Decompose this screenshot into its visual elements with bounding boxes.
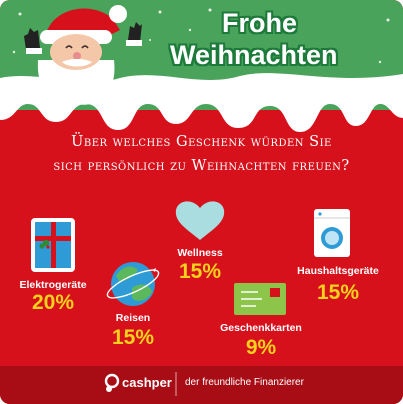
heart-icon [175,201,225,240]
question-line-1: Über welches Geschenk würden Sie [71,134,332,150]
globe-icon [106,262,160,306]
value-haushaltsgeraete: 15% [316,281,360,304]
santa-icon [24,5,142,105]
category-label-reisen: Reisen [115,312,151,324]
greeting-line-1: Frohe [222,8,298,38]
value-elektrogeraete: 20% [31,291,75,314]
footer-band [0,366,403,404]
category-label-geschenkkarten: Geschenkkarten [220,322,302,334]
footer-tagline: der freundliche Finanzierer [185,377,304,388]
greeting-line-2: Weihnachten [170,40,338,70]
category-label-wellness: Wellness [177,247,223,259]
category-label-elektrogeraete: Elektrogeräte [19,279,87,291]
tablet-icon [31,218,75,272]
snowflakes [12,8,390,64]
value-wellness: 15% [178,260,222,283]
value-geschenkkarten: 9% [245,336,277,359]
cashper-logo-icon [104,373,120,392]
category-label-haushaltsgeraete: Haushaltsgeräte [297,265,379,277]
washing-machine-icon [314,209,350,257]
footer-brand: cashper [122,375,172,390]
gift-card-icon [234,283,286,315]
value-reisen: 15% [111,326,155,349]
question-line-2: sich persönlich zu Weihnachten freuen? [53,158,350,174]
